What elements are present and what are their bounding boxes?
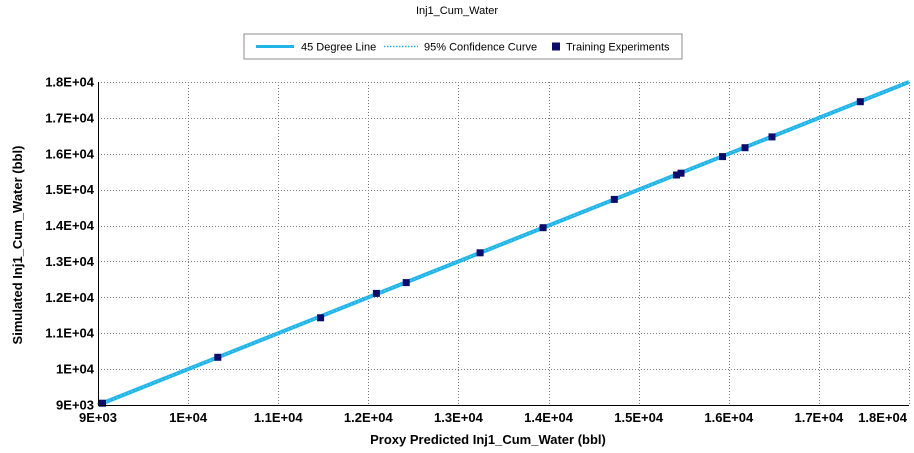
training-experiment-point [99, 399, 106, 407]
legend: 45 Degree Line 95% Confidence Curve Trai… [243, 33, 683, 60]
training-experiment-point [402, 279, 410, 287]
training-experiment-point [317, 314, 325, 322]
training-experiment-point [741, 144, 749, 152]
y-tick-labels: 9E+03 1E+04 1.1E+04 1.2E+04 1.3E+04 1.4E+04 1.… [45, 75, 95, 413]
chart-title: Inj1_Cum_Water [416, 5, 498, 17]
axes [98, 82, 909, 406]
y-tick-label: 1.1E+04 [45, 326, 95, 341]
x-tick-label: 1.5E+04 [614, 410, 664, 425]
training-experiment-point [673, 171, 680, 179]
training-experiment-point [719, 153, 726, 161]
y-tick-label: 1.5E+04 [45, 182, 95, 197]
legend-box [243, 33, 683, 60]
x-tick-label: 1E+04 [169, 410, 208, 425]
y-axis-label: Simulated Inj1_Cum_Water (bbl) [10, 146, 25, 345]
training-experiment-point [539, 224, 547, 232]
training-experiment-point [214, 353, 222, 361]
legend-swatch-training-experiments [552, 42, 560, 51]
y-tick-label: 1.7E+04 [45, 110, 95, 125]
y-tick-label: 1.8E+04 [45, 75, 95, 90]
y-tick-label: 1.6E+04 [45, 146, 95, 161]
legend-label-confidence-curve: 95% Confidence Curve [424, 42, 537, 54]
legend-label-45-degree-line: 45 Degree Line [301, 42, 376, 54]
training-experiment-point [856, 98, 864, 106]
x-tick-label: 1.3E+04 [434, 410, 484, 425]
series-layer [97, 80, 910, 407]
y-tick-label: 1.3E+04 [45, 254, 95, 269]
x-tick-label: 1.7E+04 [794, 410, 844, 425]
legend-label-training-experiments: Training Experiments [566, 42, 670, 54]
x-tick-label: 1.1E+04 [254, 410, 304, 425]
x-tick-label: 9E+03 [79, 410, 117, 425]
y-tick-label: 9E+03 [56, 398, 94, 413]
x-tick-label: 1.2E+04 [344, 410, 394, 425]
x-tick-label: 1.6E+04 [704, 410, 754, 425]
training-experiment-point [476, 249, 484, 257]
confidence-curve-line [97, 81, 910, 406]
y-tick-label: 1E+04 [56, 362, 95, 377]
x-tick-label: 1.8E+04 [858, 410, 908, 425]
grid [98, 82, 910, 405]
y-tick-label: 1.2E+04 [45, 290, 95, 305]
x-tick-label: 1.4E+04 [524, 410, 574, 425]
training-experiment-point [610, 195, 618, 203]
training-experiment-point [372, 289, 380, 297]
x-axis-label: Proxy Predicted Inj1_Cum_Water (bbl) [370, 432, 606, 447]
y-tick-label: 1.4E+04 [45, 218, 95, 233]
training-experiment-point [677, 169, 685, 177]
training-experiment-point [768, 133, 776, 141]
x-tick-labels: 9E+03 1E+04 1.1E+04 1.2E+04 1.3E+04 1.4E+04 1.… [79, 410, 908, 425]
